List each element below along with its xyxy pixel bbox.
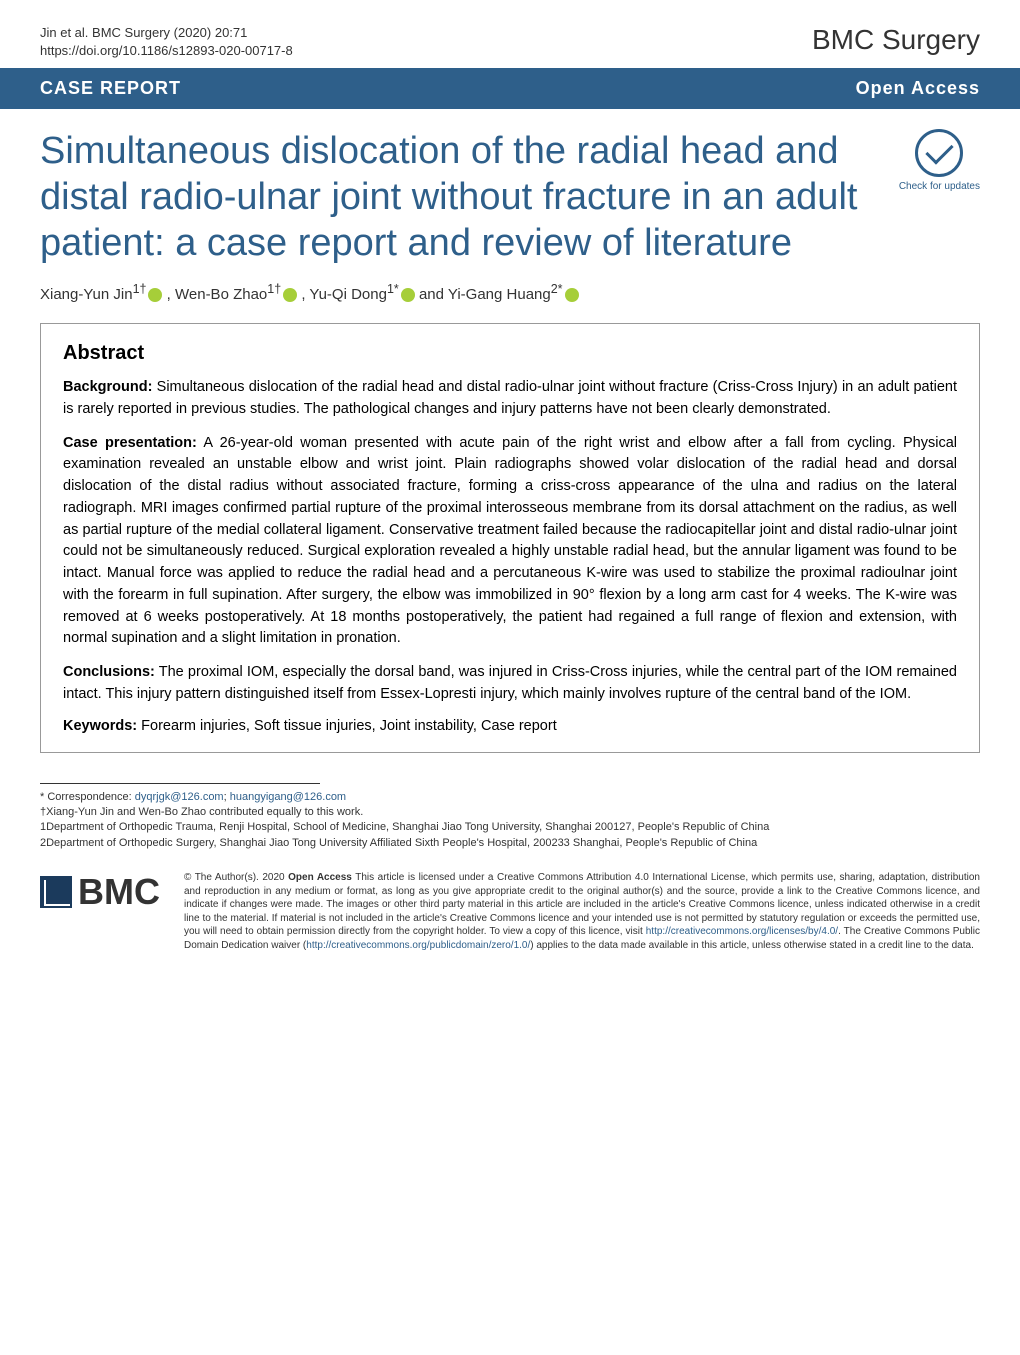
abstract-box: Abstract Background: Simultaneous disloc… xyxy=(40,323,980,753)
abstract-conclusions: Conclusions: The proximal IOM, especiall… xyxy=(63,662,957,706)
license-body-3: ) applies to the data made available in … xyxy=(530,940,974,951)
orcid-icon[interactable] xyxy=(565,288,579,302)
affiliation-1: 1Department of Orthopedic Trauma, Renji … xyxy=(40,820,980,835)
author-3: , Yu-Qi Dong xyxy=(301,286,387,303)
case-text: A 26-year-old woman presented with acute… xyxy=(63,435,957,647)
author-4-sup: 2* xyxy=(551,282,563,296)
license-text: © The Author(s). 2020 Open Access This a… xyxy=(184,871,980,952)
license-link-1[interactable]: http://creativecommons.org/licenses/by/4… xyxy=(646,926,838,937)
correspondence-block: * Correspondence: dyqrjgk@126.com; huang… xyxy=(0,783,1020,852)
bmc-logo-text: BMC xyxy=(78,871,160,913)
keywords-label: Keywords: xyxy=(63,718,137,734)
author-2-sup: 1† xyxy=(267,282,281,296)
article-type-bar: CASE REPORT Open Access xyxy=(0,68,1020,109)
open-access-bold: Open Access xyxy=(288,872,352,883)
author-1-sup: 1† xyxy=(133,282,147,296)
page-header: Jin et al. BMC Surgery (2020) 20:71 http… xyxy=(0,0,1020,68)
background-label: Background: xyxy=(63,379,152,395)
citation-meta: Jin et al. BMC Surgery (2020) 20:71 http… xyxy=(40,24,293,60)
correspondence-rule xyxy=(40,783,320,784)
correspondence-label: * Correspondence: xyxy=(40,791,135,803)
abstract-case: Case presentation: A 26-year-old woman p… xyxy=(63,433,957,651)
title-block: Simultaneous dislocation of the radial h… xyxy=(0,109,1020,276)
correspondence-email-1[interactable]: dyqrjgk@126.com xyxy=(135,791,224,803)
license-prefix: © The Author(s). 2020 xyxy=(184,872,288,883)
citation-line-2: https://doi.org/10.1186/s12893-020-00717… xyxy=(40,42,293,60)
author-1: Xiang-Yun Jin xyxy=(40,286,133,303)
author-list: Xiang-Yun Jin1† , Wen-Bo Zhao1† , Yu-Qi … xyxy=(0,276,1020,323)
license-link-2[interactable]: http://creativecommons.org/publicdomain/… xyxy=(306,940,530,951)
author-2: , Wen-Bo Zhao xyxy=(167,286,268,303)
orcid-icon[interactable] xyxy=(401,288,415,302)
check-updates-badge[interactable]: Check for updates xyxy=(899,129,980,192)
conclusions-label: Conclusions: xyxy=(63,664,155,680)
bmc-logo-icon xyxy=(40,876,72,908)
article-type-label: CASE REPORT xyxy=(40,78,181,99)
keywords-text: Forearm injuries, Soft tissue injuries, … xyxy=(137,718,557,734)
author-4: and Yi-Gang Huang xyxy=(419,286,551,303)
journal-name: BMC Surgery xyxy=(812,24,980,56)
abstract-background: Background: Simultaneous dislocation of … xyxy=(63,377,957,421)
open-access-label: Open Access xyxy=(856,78,980,99)
orcid-icon[interactable] xyxy=(148,288,162,302)
correspondence-line: * Correspondence: dyqrjgk@126.com; huang… xyxy=(40,790,980,805)
background-text: Simultaneous dislocation of the radial h… xyxy=(63,379,957,417)
conclusions-text: The proximal IOM, especially the dorsal … xyxy=(63,664,957,702)
check-icon xyxy=(915,129,963,177)
orcid-icon[interactable] xyxy=(283,288,297,302)
case-label: Case presentation: xyxy=(63,435,197,451)
affiliation-2: 2Department of Orthopedic Surgery, Shang… xyxy=(40,836,980,851)
check-updates-label: Check for updates xyxy=(899,181,980,192)
article-title: Simultaneous dislocation of the radial h… xyxy=(40,129,899,266)
correspondence-email-2[interactable]: huangyigang@126.com xyxy=(230,791,346,803)
equal-contrib-note: †Xiang-Yun Jin and Wen-Bo Zhao contribut… xyxy=(40,805,980,820)
page-footer: BMC © The Author(s). 2020 Open Access Th… xyxy=(0,851,1020,982)
keywords-line: Keywords: Forearm injuries, Soft tissue … xyxy=(63,718,957,734)
bmc-logo: BMC xyxy=(40,871,160,913)
citation-line-1: Jin et al. BMC Surgery (2020) 20:71 xyxy=(40,24,293,42)
abstract-heading: Abstract xyxy=(63,342,957,365)
author-3-sup: 1* xyxy=(387,282,399,296)
